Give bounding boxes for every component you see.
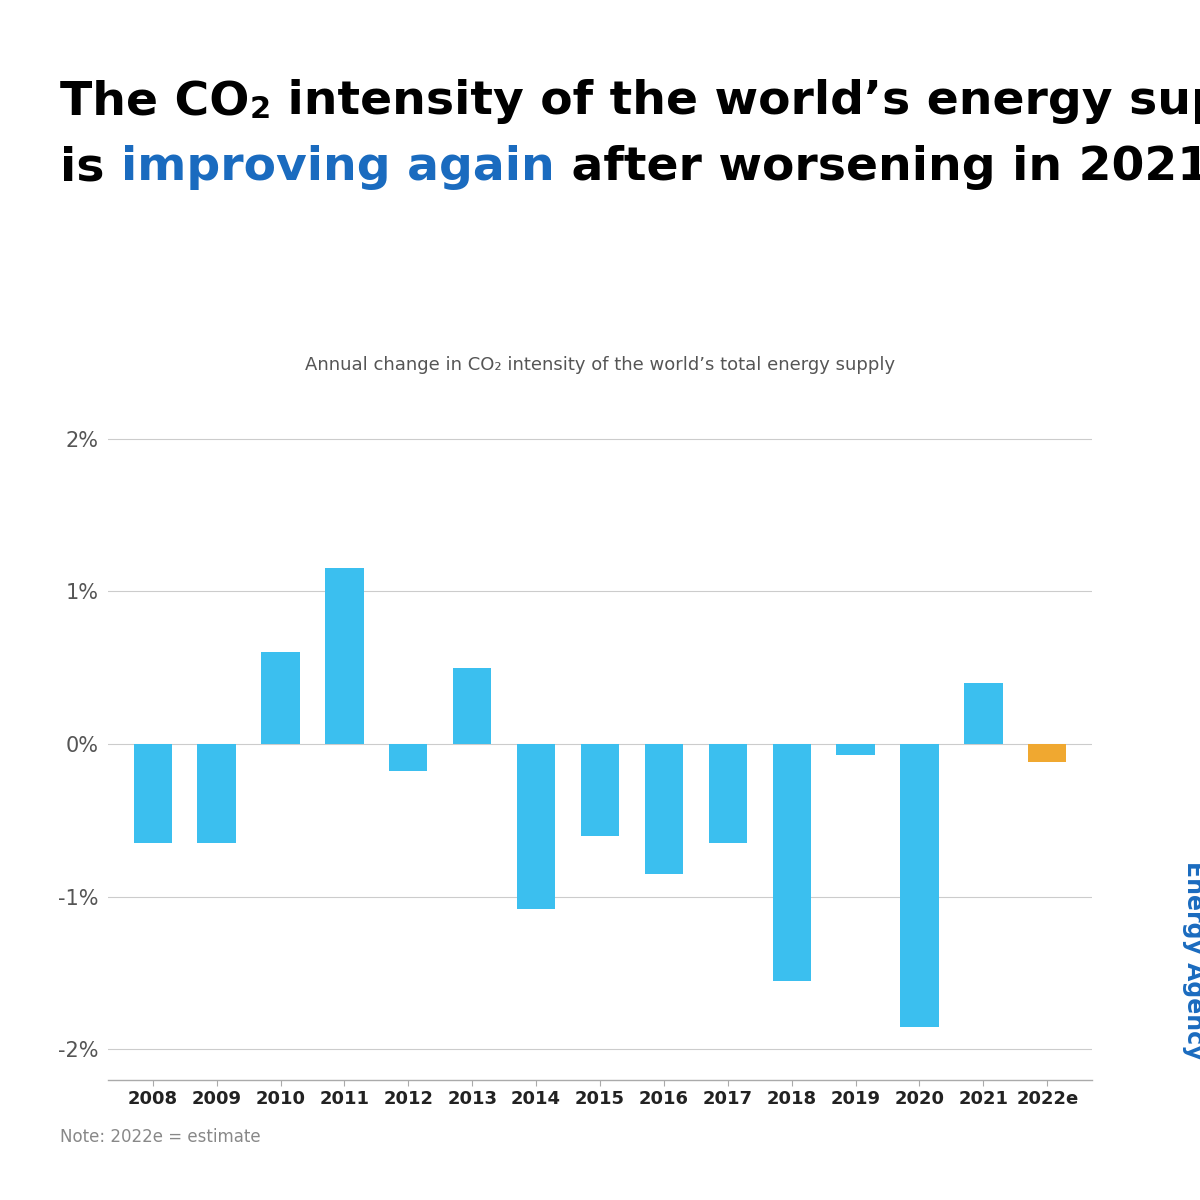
Bar	[709, 744, 746, 844]
Bar	[198, 744, 235, 844]
Text: Annual change in CO₂ intensity of the world’s total energy supply: Annual change in CO₂ intensity of the wo…	[305, 356, 895, 374]
Bar	[836, 744, 875, 755]
Bar	[517, 744, 556, 908]
Bar	[1028, 744, 1067, 762]
Text: 2: 2	[250, 95, 271, 124]
Text: improving again: improving again	[121, 145, 554, 191]
Text: is: is	[60, 145, 121, 191]
Text: International
Energy Agency: International Energy Agency	[1182, 860, 1200, 1060]
Text: The CO: The CO	[60, 79, 250, 125]
Text: intensity of the world’s energy supply: intensity of the world’s energy supply	[271, 79, 1200, 125]
Bar	[581, 744, 619, 835]
Bar	[900, 744, 938, 1026]
Bar	[389, 744, 427, 772]
Bar	[454, 667, 491, 744]
Bar	[325, 569, 364, 744]
Bar	[262, 653, 300, 744]
Text: after worsening in 2021: after worsening in 2021	[554, 145, 1200, 191]
Bar	[965, 683, 1002, 744]
Bar	[773, 744, 811, 980]
Bar	[133, 744, 172, 844]
Text: Note: 2022e = estimate: Note: 2022e = estimate	[60, 1128, 260, 1146]
Bar	[644, 744, 683, 874]
